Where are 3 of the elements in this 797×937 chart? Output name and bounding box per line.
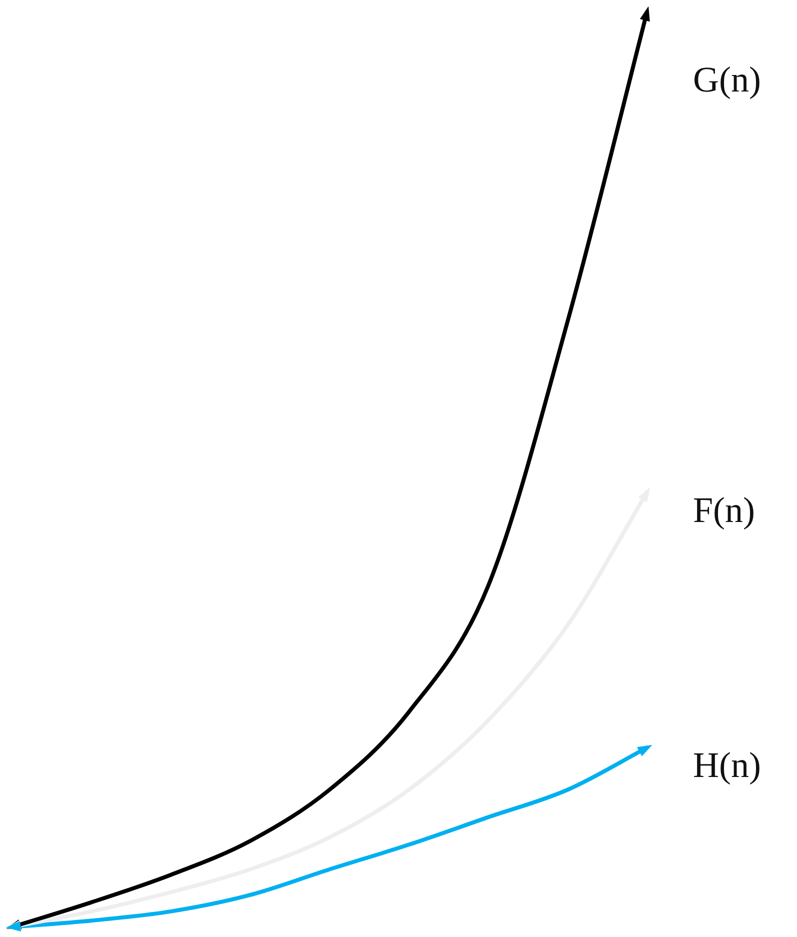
- series-label: H(n): [693, 745, 761, 786]
- series-label: F(n): [693, 490, 755, 530]
- series-label: G(n): [693, 59, 761, 100]
